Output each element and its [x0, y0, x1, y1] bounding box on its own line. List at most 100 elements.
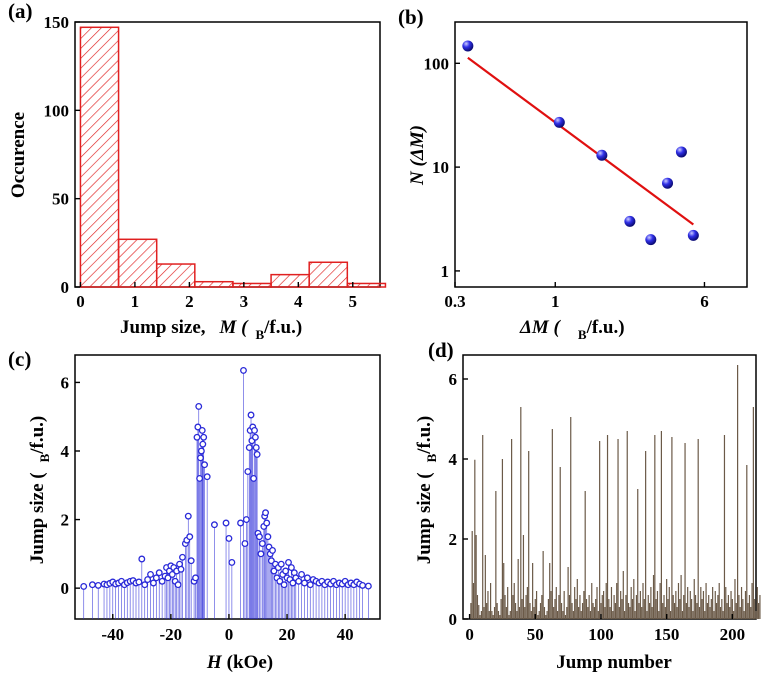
stem-marker-71 — [251, 433, 259, 441]
stem-marker-17 — [141, 581, 149, 589]
x-tick-label: 50 — [527, 625, 544, 644]
data-point-1 — [553, 116, 565, 128]
stem-marker-70 — [251, 426, 258, 434]
y-tick-label: 10 — [432, 158, 449, 177]
x-tick-label: 0 — [76, 292, 85, 311]
stem-marker-77 — [258, 540, 266, 548]
histogram-bar-7 — [346, 282, 387, 288]
stem-marker-46 — [195, 402, 203, 410]
y-tick-label: 100 — [424, 54, 450, 73]
x-tick-label: 100 — [588, 625, 614, 644]
y-tick-label: 0 — [449, 610, 458, 629]
panel-a-label: (a) — [8, 0, 33, 23]
x-tick-label: -20 — [160, 625, 183, 644]
x-tick-label: 1 — [131, 292, 140, 311]
stem-marker-80 — [262, 509, 270, 517]
panel-b-loglog: (b) 0.3 1 6 1 10 100 N (ΔM) ΔM (B/f.u.) — [398, 5, 748, 342]
stem-marker-106 — [303, 574, 311, 582]
panel-a-xlabel: Jump size, M (B/f.u.) — [120, 317, 302, 342]
stem-marker-99 — [287, 564, 295, 572]
stem-marker-60 — [240, 366, 247, 374]
panel-c-label: (c) — [8, 347, 31, 371]
stem-marker-87 — [270, 567, 278, 575]
data-point-2 — [596, 149, 608, 161]
y-tick-label: 6 — [449, 370, 458, 389]
stem-marker-56 — [222, 519, 230, 527]
x-tick-label: 3 — [240, 292, 249, 311]
y-tick-label: 6 — [61, 373, 70, 392]
x-tick-label: -40 — [101, 625, 124, 644]
fit-line — [467, 56, 694, 226]
x-tick-label: 4 — [294, 292, 303, 311]
x-tick-label: 150 — [654, 625, 680, 644]
x-tick-label: 200 — [720, 625, 746, 644]
data-point-5 — [662, 177, 674, 189]
stem-marker-36 — [179, 553, 186, 561]
data-point-6 — [675, 146, 687, 158]
stem-marker-95 — [282, 567, 290, 575]
panel-d-frame — [462, 354, 757, 620]
stem-marker-2 — [94, 581, 102, 589]
x-tick-label: 1 — [551, 292, 560, 311]
stem-marker-22 — [155, 569, 163, 577]
stem-marker-55 — [210, 521, 218, 529]
stem-marker-49 — [197, 447, 205, 455]
stem-marker-57 — [225, 534, 233, 542]
stem-marker-107 — [306, 581, 314, 589]
stem-marker-125 — [359, 581, 367, 589]
panel-c-frame — [74, 354, 381, 620]
panel-a-ylabel: Occurence — [8, 112, 29, 198]
stem-marker-33 — [174, 581, 182, 589]
data-point-0 — [462, 40, 474, 52]
panel-b-ylabel: N (ΔM) — [407, 125, 428, 186]
y-tick-label: 0 — [61, 278, 70, 297]
stem-marker-92 — [277, 560, 285, 568]
histogram-bar-1 — [117, 238, 158, 288]
panel-b-xlabel: ΔM (B/f.u.) — [519, 317, 625, 342]
stem-marker-35 — [177, 565, 185, 573]
panel-d-ylabel: Jump size (B/f.u.) — [414, 416, 439, 565]
stem-marker-20 — [149, 579, 157, 587]
y-tick-label: 2 — [449, 530, 458, 549]
panel-d-xlabel: Jump number — [556, 652, 672, 673]
stem-marker-66 — [247, 411, 255, 419]
stem-marker-81 — [263, 519, 271, 527]
stem-marker-63 — [244, 468, 252, 476]
stem-marker-105 — [301, 579, 308, 587]
panel-b-label: (b) — [398, 5, 424, 29]
stem-marker-48 — [197, 454, 204, 462]
stem-marker-16 — [138, 555, 146, 563]
histogram-bar-2 — [155, 263, 196, 288]
stem-marker-100 — [289, 579, 297, 587]
stem-marker-58 — [228, 558, 236, 566]
stem-marker-53 — [201, 461, 209, 469]
stem-marker-64 — [245, 444, 253, 452]
stem-marker-76 — [257, 550, 265, 558]
y-tick-label: 4 — [449, 450, 458, 469]
stem-marker-62 — [242, 516, 250, 524]
stem-marker-51 — [199, 440, 207, 448]
stem-marker-54 — [203, 473, 211, 481]
stem-marker-44 — [193, 433, 201, 441]
stem-marker-91 — [276, 577, 284, 585]
stem-marker-50 — [198, 426, 206, 434]
x-tick-label: 2 — [185, 292, 194, 311]
stem-marker-40 — [186, 533, 194, 541]
y-tick-label: 1 — [441, 262, 450, 281]
data-point-4 — [645, 234, 657, 246]
x-tick-label: 40 — [337, 625, 354, 644]
stem-marker-52 — [200, 433, 208, 441]
panel-d-label: (d) — [428, 338, 454, 362]
histogram-bar-0 — [79, 26, 120, 288]
data-point-3 — [624, 215, 636, 227]
panel-c-xlabel: H (kOe) — [206, 652, 273, 673]
stem-marker-75 — [256, 533, 263, 541]
stem-marker-104 — [298, 570, 306, 578]
y-tick-label: 2 — [61, 511, 70, 530]
panel-c-stem: (c) -40 -20 0 20 40 0 2 4 6 Jump size (B/f.u.) H… — [8, 347, 381, 673]
stem-marker-97 — [285, 558, 292, 566]
stem-marker-18 — [144, 576, 152, 584]
stem-marker-82 — [264, 533, 272, 541]
